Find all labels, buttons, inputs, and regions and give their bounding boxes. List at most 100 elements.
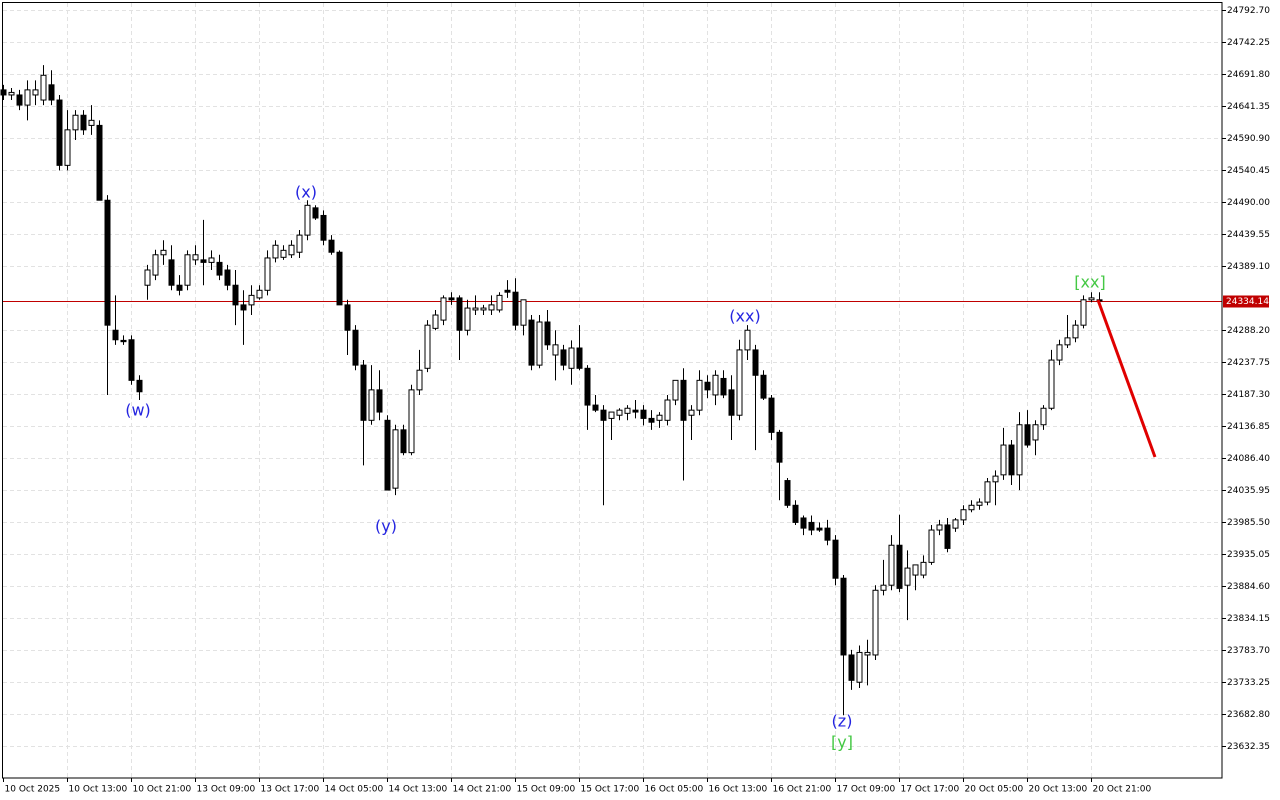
candle-body (8, 91, 15, 96)
x-tick-label: 10 Oct 2025 (5, 785, 61, 795)
candle-body (88, 119, 95, 126)
candle-body (400, 429, 407, 454)
candle-body (936, 524, 943, 531)
candles (0, 65, 1103, 716)
y-tick-label: 24439.55 (1227, 230, 1270, 240)
candle-body (480, 307, 487, 311)
x-tick-label: 13 Oct 09:00 (197, 785, 256, 795)
candle-body (496, 294, 503, 311)
candle-body (48, 84, 55, 101)
y-tick-label: 24136.85 (1227, 422, 1270, 432)
wave-label: (x) (295, 183, 317, 202)
candle-body (376, 389, 383, 413)
candle-body (808, 521, 815, 531)
candle-body (960, 509, 967, 521)
candle-body (392, 429, 399, 489)
wave-label: (xx) (729, 307, 760, 326)
candle-body (512, 291, 519, 326)
candle-body (680, 379, 687, 421)
y-tick-label: 23783.70 (1227, 646, 1270, 656)
plot-frame (2, 2, 1223, 779)
candle-body (1000, 444, 1007, 476)
candle-body (320, 214, 327, 241)
candle-body (472, 307, 479, 311)
candle-body (464, 307, 471, 331)
candle-body (1008, 444, 1015, 476)
candle-body (600, 409, 607, 421)
candle-body (1032, 424, 1039, 441)
candle-body (216, 261, 223, 276)
candle-body (208, 257, 215, 263)
candle-body (152, 254, 159, 276)
candle-body (336, 251, 343, 306)
candle-body (952, 519, 959, 529)
candle-body (24, 89, 31, 106)
candle-body (408, 389, 415, 454)
candle-body (456, 297, 463, 331)
candle-body (672, 379, 679, 401)
candle-body (176, 284, 183, 291)
candle-body (656, 414, 663, 421)
candle-body (1040, 407, 1047, 426)
candle-body (920, 561, 927, 576)
candle-body (696, 379, 703, 411)
x-tick-label: 16 Oct 21:00 (773, 785, 832, 795)
candle-body (288, 244, 295, 256)
candle-body (864, 651, 871, 656)
candle-body (584, 367, 591, 406)
candle-body (568, 347, 575, 369)
price-label-box (1223, 295, 1269, 308)
candle-body (1016, 424, 1023, 476)
candle-body (984, 481, 991, 503)
candle-body (824, 527, 831, 541)
candle-body (264, 257, 271, 291)
candle-body (296, 234, 303, 253)
candle-body (16, 94, 23, 106)
candle-body (352, 329, 359, 366)
candle-body (1048, 359, 1055, 409)
candle-body (56, 99, 63, 166)
candle-body (608, 411, 615, 419)
candle-body (0, 89, 7, 96)
candle-body (840, 577, 847, 656)
candle-body (856, 651, 863, 683)
wave-label: (w) (125, 401, 151, 420)
candle-body (968, 504, 975, 511)
x-tick-label: 14 Oct 21:00 (453, 785, 512, 795)
candle-body (760, 374, 767, 399)
wave-label: [xx] (1074, 273, 1105, 292)
candle-body (896, 544, 903, 589)
candle-body (768, 397, 775, 433)
x-tick-label: 15 Oct 17:00 (581, 785, 640, 795)
candle-body (168, 259, 175, 286)
x-tick-label: 10 Oct 13:00 (69, 785, 128, 795)
y-tick-label: 24641.35 (1227, 102, 1270, 112)
candle-body (976, 501, 983, 506)
candle-body (664, 399, 671, 421)
y-tick-label: 24540.45 (1227, 166, 1270, 176)
candle-body (1056, 344, 1063, 361)
candle-body (256, 289, 263, 299)
candle-body (1080, 299, 1087, 326)
candle-body (32, 89, 39, 96)
x-tick-label: 20 Oct 13:00 (1029, 785, 1088, 795)
candle-body (704, 381, 711, 391)
candle-body (776, 431, 783, 463)
x-tick-label: 13 Oct 17:00 (261, 785, 320, 795)
x-tick-label: 20 Oct 21:00 (1093, 785, 1152, 795)
candle-body (784, 480, 791, 506)
candle-body (232, 284, 239, 306)
y-tick-label: 24237.75 (1227, 358, 1270, 368)
y-tick-label: 23884.60 (1227, 582, 1270, 592)
price-label: 24334.14 (1226, 297, 1269, 307)
x-tick-label: 20 Oct 05:00 (965, 785, 1024, 795)
candle-body (224, 269, 231, 286)
wave-label: (y) (375, 517, 397, 536)
candle-body (800, 517, 807, 529)
candle-body (848, 654, 855, 681)
candle-body (792, 504, 799, 523)
candle-body (416, 369, 423, 391)
candle-body (248, 294, 255, 306)
candle-body (448, 297, 455, 301)
candle-body (592, 404, 599, 411)
